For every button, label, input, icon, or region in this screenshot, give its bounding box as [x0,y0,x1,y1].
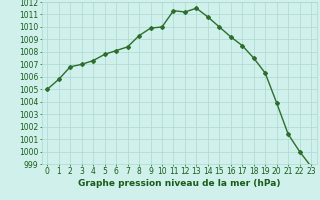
X-axis label: Graphe pression niveau de la mer (hPa): Graphe pression niveau de la mer (hPa) [78,179,280,188]
